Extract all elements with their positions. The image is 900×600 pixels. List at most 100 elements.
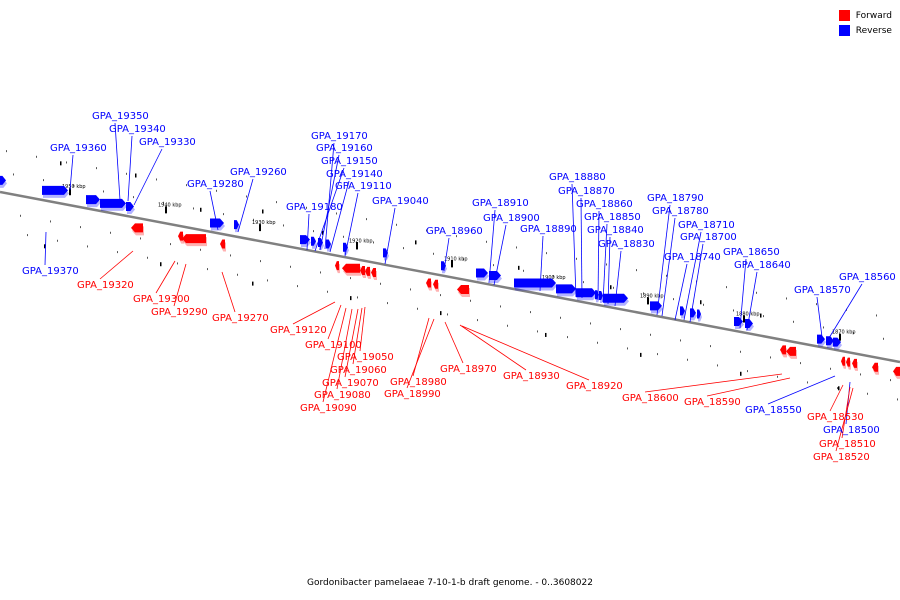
legend-label-reverse: Reverse bbox=[855, 25, 892, 36]
gene-arrow bbox=[576, 288, 596, 298]
tick-dot bbox=[883, 337, 884, 340]
gene-arrow bbox=[489, 271, 501, 280]
tick-dot bbox=[20, 214, 21, 217]
tick-dot bbox=[290, 265, 291, 268]
tick-dot bbox=[440, 294, 441, 297]
tick-mark bbox=[740, 371, 742, 376]
tick-dot bbox=[320, 271, 321, 274]
tick-dot bbox=[643, 292, 644, 295]
gene-label: GPA_18500 bbox=[823, 425, 880, 436]
leader-line bbox=[459, 324, 527, 371]
tick-dot bbox=[576, 257, 577, 260]
gene-label: GPA_19370 bbox=[22, 266, 79, 277]
leader-line bbox=[69, 154, 74, 191]
gene-label: GPA_18870 bbox=[558, 186, 615, 197]
tick-mark bbox=[322, 230, 324, 235]
gene-arrow bbox=[457, 284, 469, 294]
tick-label: 1870 kbp bbox=[832, 330, 856, 336]
tick-dot bbox=[816, 303, 817, 306]
leader-line bbox=[352, 307, 363, 365]
tick-dot bbox=[657, 353, 658, 356]
gene-label: GPA_19100 bbox=[305, 340, 362, 351]
leader-line bbox=[835, 387, 854, 452]
gene-label: GPA_19140 bbox=[326, 169, 383, 180]
gene-arrow bbox=[433, 279, 438, 289]
gene-arrow bbox=[514, 278, 556, 288]
gene-arrow bbox=[846, 357, 850, 367]
gene-arrow bbox=[650, 301, 662, 311]
tick-dot bbox=[426, 229, 427, 232]
tick-dot bbox=[867, 392, 868, 395]
tick-dot bbox=[523, 269, 524, 272]
gene-label: GPA_18780 bbox=[652, 206, 709, 217]
gene-label: GPA_19260 bbox=[230, 167, 287, 178]
tick-dot bbox=[897, 398, 898, 401]
gene-label: GPA_18710 bbox=[678, 220, 735, 231]
gene-arrow bbox=[817, 334, 825, 344]
tick-dot bbox=[297, 285, 298, 288]
reverse-swatch bbox=[838, 25, 850, 36]
gene-arrow bbox=[426, 278, 431, 288]
gene-label: GPA_18860 bbox=[576, 199, 633, 210]
tick-dot bbox=[140, 237, 141, 240]
gene-arrow bbox=[220, 239, 225, 249]
tick-dot bbox=[666, 274, 667, 277]
tick-dot bbox=[463, 258, 464, 261]
tick-dot bbox=[726, 286, 727, 289]
leader-line bbox=[683, 231, 702, 321]
leader-line bbox=[607, 236, 611, 305]
tick-dot bbox=[583, 281, 584, 284]
leader-line bbox=[661, 217, 676, 317]
gene-arrow bbox=[300, 235, 310, 245]
gene-arrow bbox=[311, 236, 316, 246]
leader-line bbox=[829, 384, 844, 412]
major-tick bbox=[69, 188, 71, 196]
genome-backbone bbox=[0, 190, 900, 364]
gene-label: GPA_18900 bbox=[483, 213, 540, 224]
gene-label: GPA_18890 bbox=[520, 224, 577, 235]
leader-line bbox=[656, 204, 671, 316]
tick-dot bbox=[223, 213, 224, 216]
tick-dot bbox=[470, 299, 471, 302]
gene-label: GPA_18650 bbox=[723, 247, 780, 258]
tick-dot bbox=[230, 254, 231, 257]
tick-dot bbox=[613, 286, 614, 289]
tick-mark bbox=[440, 311, 442, 316]
tick-dot bbox=[336, 212, 337, 215]
tick-dot bbox=[567, 336, 568, 339]
tick-mark bbox=[415, 240, 417, 245]
gene-arrow bbox=[556, 284, 576, 294]
legend-label-forward: Forward bbox=[855, 10, 892, 21]
tick-dot bbox=[807, 381, 808, 384]
tick-dot bbox=[606, 263, 607, 266]
tick-mark bbox=[44, 244, 46, 249]
leader-line bbox=[99, 250, 134, 280]
tick-dot bbox=[156, 178, 157, 181]
gene-label: GPA_19120 bbox=[270, 325, 327, 336]
gene-arrow bbox=[343, 242, 348, 252]
tick-mark bbox=[545, 332, 547, 337]
tick-dot bbox=[717, 364, 718, 367]
forward-swatch bbox=[838, 10, 850, 21]
tick-dot bbox=[770, 356, 771, 359]
leader-line bbox=[44, 231, 47, 266]
gene-arrow bbox=[852, 358, 857, 368]
tick-dot bbox=[36, 155, 37, 158]
tick-dot bbox=[103, 190, 104, 193]
tick-dot bbox=[500, 305, 501, 308]
tick-dot bbox=[456, 235, 457, 238]
tick-dot bbox=[327, 290, 328, 293]
gene-arrow bbox=[872, 362, 878, 372]
tick-dot bbox=[396, 223, 397, 226]
gene-arrow bbox=[234, 220, 239, 230]
tick-dot bbox=[546, 252, 547, 255]
leader-line bbox=[314, 167, 345, 252]
gene-label: GPA_18880 bbox=[549, 172, 606, 183]
leader-line bbox=[324, 142, 335, 250]
leader-line bbox=[580, 197, 583, 299]
gene-label: GPA_18600 bbox=[622, 393, 679, 404]
tick-dot bbox=[126, 172, 127, 175]
tick-dot bbox=[747, 370, 748, 373]
legend-item-reverse: Reverse bbox=[838, 23, 892, 38]
tick-mark bbox=[160, 262, 162, 267]
